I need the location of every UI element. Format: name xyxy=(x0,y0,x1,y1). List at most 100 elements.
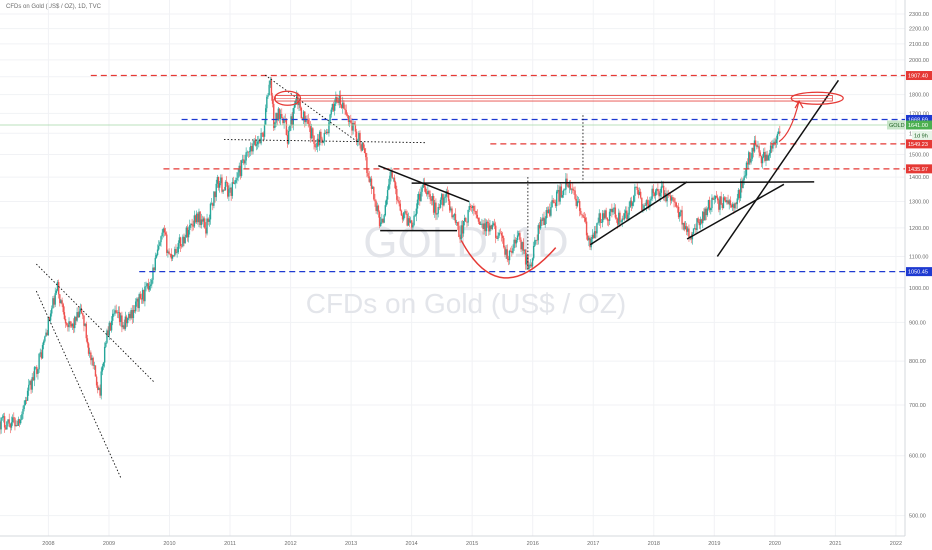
candle-body xyxy=(523,249,526,251)
candle-body xyxy=(537,225,539,241)
candle-body xyxy=(524,249,527,265)
candle-body xyxy=(604,210,606,219)
candle-body xyxy=(15,425,17,427)
candle-body xyxy=(102,362,105,367)
candle-body xyxy=(683,222,686,230)
candle-body xyxy=(443,197,445,206)
candle-body xyxy=(152,267,154,280)
candle-body xyxy=(687,228,689,232)
candle-body xyxy=(149,284,152,286)
candle-body xyxy=(729,200,732,206)
candle-body xyxy=(8,419,10,424)
candle-body xyxy=(354,124,357,132)
candle-body xyxy=(509,250,512,252)
candle-body xyxy=(584,217,587,222)
candle-body xyxy=(428,190,430,195)
candle-body xyxy=(294,100,297,105)
candle-body xyxy=(643,205,645,210)
trendline xyxy=(411,181,815,184)
candle-body xyxy=(603,213,605,219)
candle-body xyxy=(129,313,131,319)
candle-body xyxy=(569,183,572,190)
candle-body xyxy=(397,199,399,202)
candle-body xyxy=(229,187,231,190)
candle-body xyxy=(444,196,446,198)
candle-body xyxy=(245,152,247,161)
candle-body xyxy=(430,199,433,201)
candle-body xyxy=(178,237,181,244)
candle-body xyxy=(95,376,98,386)
candle-body xyxy=(80,308,83,314)
projection-arrow-head xyxy=(794,99,804,109)
trendline xyxy=(264,74,358,142)
candle-body xyxy=(503,238,505,248)
candle-body xyxy=(641,197,643,211)
x-tick-label: 2020 xyxy=(769,541,781,547)
candle-body xyxy=(697,218,699,223)
candle-body xyxy=(726,200,728,203)
candle-body xyxy=(221,177,223,192)
candle-body xyxy=(746,162,749,165)
candle-body xyxy=(319,131,321,146)
candle-body xyxy=(126,318,129,324)
candle-body xyxy=(730,205,733,208)
candle-body xyxy=(551,200,553,208)
candle-body xyxy=(385,199,388,206)
x-tick-label: 2010 xyxy=(163,541,175,547)
candle-body xyxy=(538,225,541,229)
candle-body xyxy=(438,207,441,208)
candle-body xyxy=(290,116,292,126)
candle-body xyxy=(455,222,458,223)
candle-body xyxy=(627,214,629,220)
candle-body xyxy=(706,208,709,216)
candle-body xyxy=(261,132,263,134)
level-tag-label: 1907.40 xyxy=(908,74,928,80)
candle-body xyxy=(159,242,161,246)
candle-body xyxy=(453,214,456,216)
candle-body xyxy=(171,255,174,259)
candle-body xyxy=(144,286,146,302)
candle-body xyxy=(17,419,20,426)
candle-body xyxy=(465,218,467,222)
candle-body xyxy=(378,211,381,227)
candle-body xyxy=(733,204,735,209)
candle-body xyxy=(75,316,77,321)
candle-body xyxy=(598,213,600,223)
candle-body xyxy=(250,146,252,152)
y-tick-label: 800.00 xyxy=(909,359,926,365)
candle-body xyxy=(340,104,343,108)
candle-body xyxy=(187,230,190,238)
candle-body xyxy=(391,170,393,178)
candle-body xyxy=(63,312,66,319)
candle-body xyxy=(515,239,518,244)
candle-body xyxy=(162,228,165,233)
candle-body xyxy=(684,226,687,230)
candle-body xyxy=(51,308,53,314)
candle-body xyxy=(202,218,205,222)
candle-body xyxy=(623,213,626,220)
candle-body xyxy=(277,108,280,121)
candle-body xyxy=(220,177,222,184)
candle-body xyxy=(468,206,470,210)
candle-body xyxy=(711,197,713,209)
candle-body xyxy=(179,237,182,247)
candle-body xyxy=(626,210,628,220)
candle-body xyxy=(607,220,610,221)
candle-body xyxy=(512,248,514,253)
candle-body xyxy=(692,228,695,234)
candle-body xyxy=(254,140,257,146)
candle-body xyxy=(583,216,585,218)
candle-body xyxy=(167,251,169,253)
x-tick-label: 2011 xyxy=(224,541,236,547)
y-tick-label: 1800.00 xyxy=(909,93,929,99)
candle-body xyxy=(147,283,150,290)
candle-body xyxy=(777,131,780,134)
candle-body xyxy=(163,228,166,233)
candle-body xyxy=(718,200,720,210)
candle-body xyxy=(106,330,108,343)
candle-body xyxy=(545,210,548,219)
candle-body xyxy=(342,102,344,108)
candle-body xyxy=(744,175,747,177)
candle-body xyxy=(773,141,775,145)
